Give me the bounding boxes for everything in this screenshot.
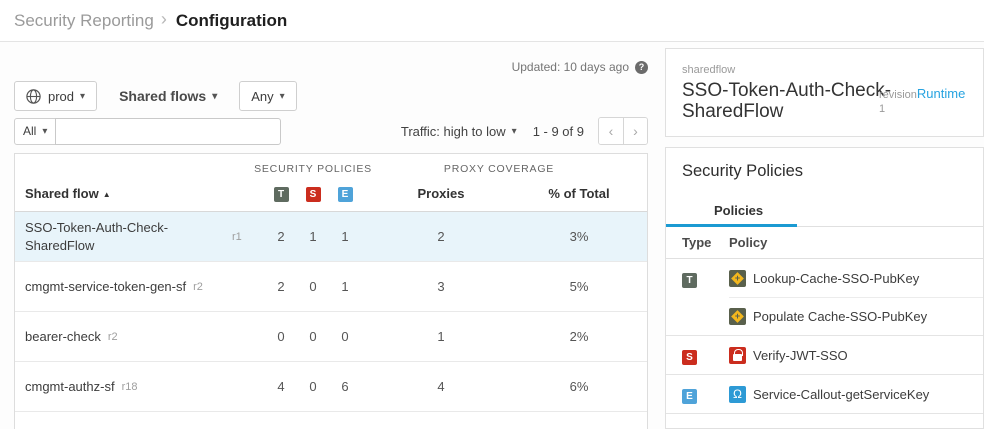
policy-name: Verify-JWT-SSO [753,347,848,363]
policy-row[interactable]: Populate Cache-SSO-PubKey [729,297,983,335]
s-policy-badge: S [682,350,697,365]
lock-icon [729,346,746,364]
next-page-button[interactable]: › [623,118,647,144]
s-policy-badge: S [305,186,321,202]
shared-flow-name: cmgmt-authz-sf [25,378,115,394]
search-scope-select[interactable]: All [14,117,57,145]
traffic-percent: 5% [569,279,589,294]
policy-name: Service-Callout-getServiceKey [753,386,930,402]
shared-flow-revision: r2 [107,330,118,343]
pagination-range: 1 - 9 of 9 [532,123,584,139]
prev-page-button[interactable]: ‹ [599,118,623,144]
security-policies-heading: Security Policies [682,162,804,180]
search-input[interactable] [55,117,282,145]
type-column-header: Type [682,235,712,250]
flows-panel: Updated: 10 days ago prod Shared flows A… [14,42,648,429]
table-column-header: Shared flow TSE Proxies % of Total [15,175,647,212]
shared-flow-name: SSO-Token-Auth-Check-SharedFlow [25,219,169,253]
sharedflow-header-card: sharedflow SSO-Token-Auth-Check-SharedFl… [665,48,984,137]
callout-icon [729,385,746,403]
policy-name: Lookup-Cache-SSO-PubKey [753,270,920,286]
detail-panel: sharedflow SSO-Token-Auth-Check-SharedFl… [665,48,984,429]
environment-select[interactable]: prod [14,81,98,111]
shared-flow-revision: r1 [232,230,242,243]
filter-any-select[interactable]: Any [239,81,297,111]
policy-row[interactable]: Service-Callout-getServiceKey [729,375,983,413]
revision-label: revision [879,89,917,101]
entity-type-label: sharedflow [682,64,736,76]
s-policy-count: 1 [309,229,317,244]
pct-column-header: % of Total [548,185,610,201]
policy-row[interactable]: Verify-JWT-SSO [729,336,983,374]
shared-flows-table: SECURITY POLICIES PROXY COVERAGE Shared … [14,153,648,429]
revision-value: 1 [879,103,886,115]
e-policy-count: 1 [341,229,349,244]
proxies-count: 3 [437,279,445,294]
traffic-sort-select[interactable]: Traffic: high to low [401,124,517,139]
table-row[interactable]: SSO-Token-Auth-Check-SharedFlow r1 2 1 1… [15,212,647,262]
e-policy-badge: E [337,186,353,202]
table-row[interactable]: cmgmt-authz-sf r18 4 0 6 4 6% [15,362,647,412]
policy-type-group: E Service-Callout-getServiceKey [666,375,983,414]
filter-any-label: Any [251,88,274,104]
policy-column-header: Policy [729,235,768,250]
traffic-sort-label: Traffic: high to low [400,123,506,139]
breadcrumb-separator: › [160,9,167,29]
scope-select[interactable]: Shared flows [119,88,217,104]
s-policy-count: 0 [309,329,317,344]
e-policy-count: 6 [341,379,349,394]
policy-row[interactable]: Lookup-Cache-SSO-PubKey [729,259,983,297]
t-policy-badge: T [682,273,697,288]
proxies-count: 2 [437,229,445,244]
proxy-coverage-group-label: PROXY COVERAGE [443,163,555,175]
e-policy-count: 0 [341,329,349,344]
traffic-percent: 3% [569,229,589,244]
shared-flow-revision: r18 [121,380,138,393]
breadcrumb: Security Reporting › Configuration [0,0,984,42]
pagination-controls: ‹ › [598,117,648,145]
e-policy-badge: E [682,389,697,404]
policy-type-group: S Verify-JWT-SSO [666,336,983,375]
proxies-count: 4 [437,379,445,394]
table-row[interactable]: cmgmt-service-token-gen-sf r2 2 0 1 3 5% [15,262,647,312]
page-title: Configuration [175,10,288,30]
policy-type-group: T Lookup-Cache-SSO-PubKey Populate Cache… [666,259,983,336]
s-policy-count: 0 [309,379,317,394]
table-row[interactable]: bearer-check r2 0 0 0 1 2% [15,312,647,362]
traffic-percent: 6% [569,379,589,394]
cache-icon [729,269,746,287]
traffic-percent: 2% [569,329,589,344]
shared-flow-name: cmgmt-service-token-gen-sf [25,278,187,294]
globe-icon [26,88,41,104]
sharedflow-title: SSO-Token-Auth-Check-SharedFlow [682,80,892,122]
help-icon[interactable] [635,60,648,74]
security-policies-card: Security Policies Policies Type Policy T… [665,147,984,429]
t-policy-count: 4 [277,379,285,394]
t-policy-badge: T [273,186,289,202]
policy-name: Populate Cache-SSO-PubKey [753,309,928,324]
search-scope-label: All [23,124,37,138]
tab-policies[interactable]: Policies [666,197,798,227]
cache-icon [729,308,746,325]
t-policy-count: 0 [277,329,285,344]
t-policy-count: 2 [277,279,285,294]
runtime-link[interactable]: Runtime [916,86,966,101]
shared-flow-sort-header[interactable]: Shared flow [25,186,111,201]
e-policy-count: 1 [341,279,349,294]
breadcrumb-parent-link[interactable]: Security Reporting [14,10,154,30]
environment-select-label: prod [48,88,75,104]
shared-flow-revision: r2 [193,280,203,293]
table-group-header: SECURITY POLICIES PROXY COVERAGE [15,154,647,175]
policy-table-header: Type Policy [666,227,983,259]
shared-flow-name: bearer-check [25,328,101,344]
s-policy-count: 0 [309,279,317,294]
proxies-count: 1 [437,329,445,344]
proxies-column-header: Proxies [417,185,465,201]
security-policies-group-label: SECURITY POLICIES [254,163,372,175]
t-policy-count: 2 [277,229,285,244]
updated-timestamp: Updated: 10 days ago [511,60,629,74]
scope-select-label: Shared flows [119,88,207,104]
